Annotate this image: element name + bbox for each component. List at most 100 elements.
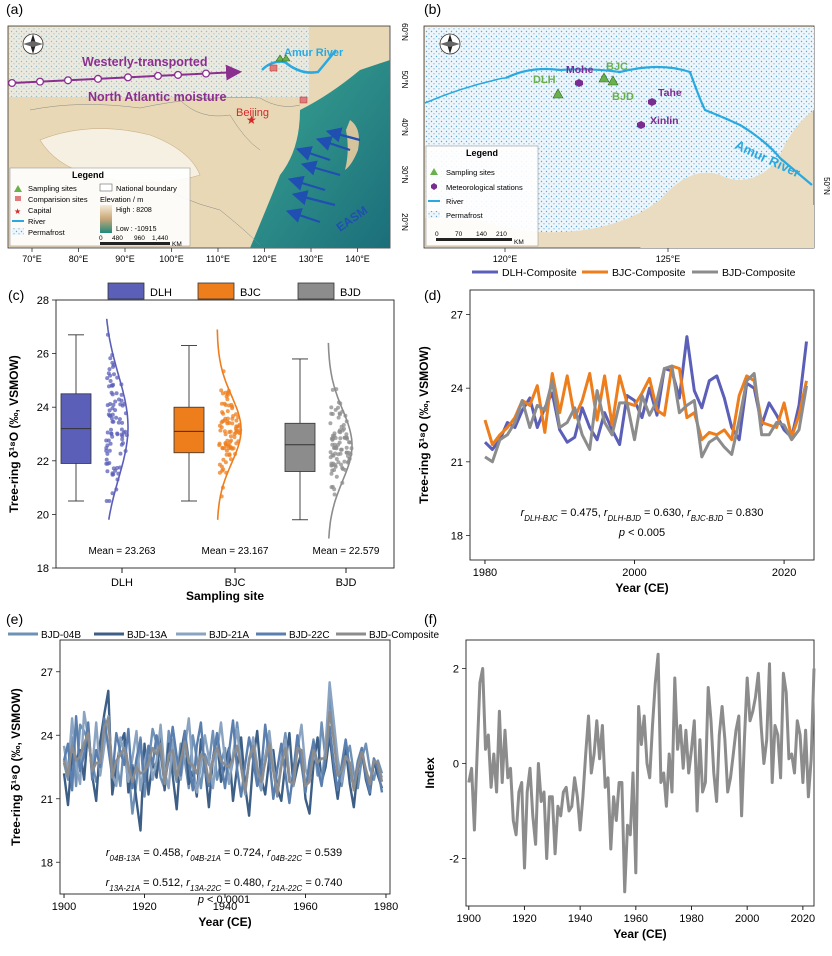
legend-label: DLH-Composite <box>502 267 577 279</box>
site-bjc-label: BJC <box>606 61 628 73</box>
legend-a-item-2: Capital <box>28 206 52 215</box>
mean-label: Mean = 23.263 <box>89 546 156 557</box>
x-tick-label: 1900 <box>457 913 481 925</box>
data-point <box>348 440 353 445</box>
data-point <box>105 430 110 435</box>
legend-a-scale-bar <box>100 242 170 245</box>
data-point <box>109 416 114 421</box>
data-point <box>338 401 343 406</box>
westerly-site-marker <box>63 76 73 85</box>
map-b-river-branch <box>424 77 507 104</box>
data-point <box>120 420 125 425</box>
data-point <box>332 468 337 472</box>
x-tick-label: DLH <box>111 577 133 589</box>
data-point <box>220 446 225 451</box>
data-point <box>340 465 345 470</box>
y-axis-label: Tree-ring δ¹⁸O (‰, VSMOW) <box>417 346 431 504</box>
annotation-r-part: r <box>604 507 609 519</box>
legend-b-scale-unit: KM <box>514 239 524 246</box>
site-bjc-marker <box>598 72 610 83</box>
legend-b-scale-bar <box>436 238 512 241</box>
legend-a-scale-3: 1,440 <box>152 235 169 242</box>
x-tick-label: 1940 <box>213 901 237 913</box>
data-point <box>349 446 354 451</box>
data-point <box>223 442 228 447</box>
annotation-r1-part: r <box>106 847 111 859</box>
data-point <box>105 332 110 337</box>
westerly-sites <box>7 69 211 88</box>
map-a-xtick-label: 80°E <box>69 254 89 264</box>
easm-arrows <box>285 127 361 224</box>
map-a-ytick-label: 50°N <box>400 71 409 89</box>
map-a: Westerly-transported North Atlantic mois… <box>7 23 409 264</box>
map-b-ytick-label: 50°N <box>822 177 831 195</box>
data-point <box>109 431 114 436</box>
x-axis-label: Year (CE) <box>198 915 251 929</box>
legend-a-comparison-icon <box>15 196 21 201</box>
data-point <box>222 401 227 406</box>
data-point <box>230 421 235 426</box>
map-a-xtick-label: 140°E <box>345 254 370 264</box>
x-tick-label: 1940 <box>568 913 592 925</box>
chart-f: -2 0 2 Index Year (CE) 1900 1920 1940 1960 1980 20… <box>423 639 816 941</box>
map-b-xtick-label: 125°E <box>656 254 681 264</box>
comparison-site-1 <box>269 64 278 72</box>
data-point <box>121 430 126 435</box>
legend-b-scale-2: 140 <box>476 231 487 238</box>
data-point <box>220 485 225 490</box>
data-point <box>328 421 333 426</box>
data-point <box>120 437 125 442</box>
data-point <box>105 451 110 456</box>
data-point <box>236 439 241 444</box>
x-tick-label: 1980 <box>374 901 398 913</box>
legend-b-scale-3: 210 <box>496 231 507 238</box>
data-point <box>229 438 234 443</box>
map-a-xtick-label: 130°E <box>299 254 324 264</box>
data-point <box>113 399 118 404</box>
data-point <box>236 415 241 420</box>
legend-a-scale-1: 480 <box>112 235 123 242</box>
legend-a-item-4: Permafrost <box>28 228 66 237</box>
annotation-p-part: p <box>618 527 625 539</box>
data-point <box>110 353 115 357</box>
data-point <box>110 406 115 411</box>
legend-label: BJD-04B <box>41 630 81 641</box>
data-point <box>114 391 119 396</box>
data-point <box>108 379 113 383</box>
map-a-ytick-label: 20°N <box>400 213 409 231</box>
compass-icon <box>22 33 44 55</box>
data-point <box>104 448 109 453</box>
y-tick-label: 20 <box>37 509 49 521</box>
station-xinlin-marker <box>637 121 645 129</box>
data-point <box>234 412 238 417</box>
legend-a-low: Low : -10915 <box>116 226 157 233</box>
data-point <box>331 461 336 466</box>
x-tick-label: 2020 <box>772 567 796 579</box>
data-point <box>123 449 128 453</box>
annotation-r2-part: 13A-22C <box>190 884 221 893</box>
legend-label: BJC <box>240 287 261 299</box>
data-point <box>344 445 349 450</box>
data-point <box>119 392 124 397</box>
data-point <box>333 464 338 469</box>
data-point <box>116 420 121 425</box>
map-b-sampling-sites <box>552 72 619 99</box>
data-point <box>219 388 224 393</box>
data-point <box>222 429 227 434</box>
x-tick-label: 1960 <box>293 901 317 913</box>
data-point <box>347 456 352 461</box>
amur-label-a: Amur River <box>284 47 344 59</box>
y-tick-label: 24 <box>37 402 49 414</box>
legend-label: DLH <box>150 287 172 299</box>
map-a-sea <box>250 60 390 248</box>
data-point <box>115 375 120 380</box>
x-tick-label: BJC <box>225 577 246 589</box>
map-a-xtick-label: 70°E <box>22 254 42 264</box>
data-point <box>114 487 119 492</box>
annotation-p-part: < 0.0001 <box>204 894 250 906</box>
annotation-r-part: BJC-BJD <box>691 514 724 523</box>
map-a-xtick-label: 90°E <box>115 254 135 264</box>
data-point <box>223 432 228 437</box>
data-point <box>112 372 116 377</box>
